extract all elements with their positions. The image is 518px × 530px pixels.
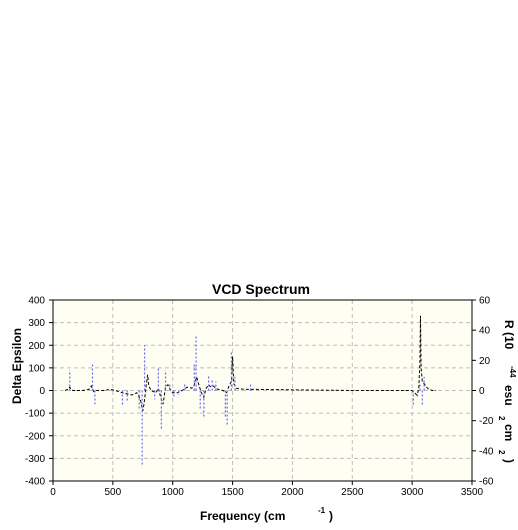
x-tick-label: 3500	[461, 487, 484, 498]
y2-label-main: R (10	[502, 320, 516, 350]
x-tick-label: 0	[50, 487, 56, 498]
y2-label-mid: esu	[502, 385, 516, 406]
y2-tick-label: -60	[479, 477, 494, 488]
x-axis-label-close: )	[329, 509, 333, 523]
y-tick-label: -200	[25, 431, 45, 442]
y2-tick-label: 40	[479, 326, 491, 337]
y-tick-label: 300	[28, 318, 45, 329]
x-axis-label-sup: -1	[318, 506, 326, 515]
y-tick-label: -300	[25, 454, 45, 465]
chart-title: VCD Spectrum	[212, 281, 310, 297]
y2-label-sup3: 2	[497, 450, 506, 455]
x-tick-label: 1500	[221, 487, 244, 498]
y-tick-label: 400	[28, 296, 45, 307]
y2-tick-label: -20	[479, 416, 494, 427]
y-tick-label: 200	[28, 341, 45, 352]
x-tick-label: 1000	[162, 487, 185, 498]
series-layer	[64, 315, 437, 466]
y2-label-sup1: -44	[508, 366, 517, 378]
x-tick-label: 500	[105, 487, 122, 498]
y2-tick-label: -40	[479, 446, 494, 457]
plot-area	[53, 300, 472, 481]
y2-axis-label: R (10 -44 esu 2 cm 2 )	[497, 320, 517, 463]
stick-series	[69, 336, 425, 466]
y2-label-close: )	[502, 459, 516, 463]
y-tick-label: 0	[39, 386, 45, 397]
y2-tick-label: 0	[479, 386, 485, 397]
y2-label-cm: cm	[502, 424, 516, 441]
x-tick-label: 3000	[401, 487, 424, 498]
tick-marks	[49, 299, 476, 485]
x-tick-label: 2500	[341, 487, 364, 498]
x-axis-label: Frequency (cm	[200, 509, 285, 523]
grid-lines	[53, 300, 472, 481]
y-tick-label: -100	[25, 409, 45, 420]
y2-tick-label: 60	[479, 296, 491, 307]
y2-tick-label: 20	[479, 356, 491, 367]
y2-label-sup2: 2	[497, 416, 506, 421]
y-axis-label: Delta Epsilon	[10, 328, 24, 404]
y-tick-label: -400	[25, 477, 45, 488]
y-tick-label: 100	[28, 363, 45, 374]
tick-labels: 0 500 1000 1500 2000 2500 3000 3500-400-300-200…	[25, 296, 494, 499]
x-tick-label: 2000	[281, 487, 304, 498]
